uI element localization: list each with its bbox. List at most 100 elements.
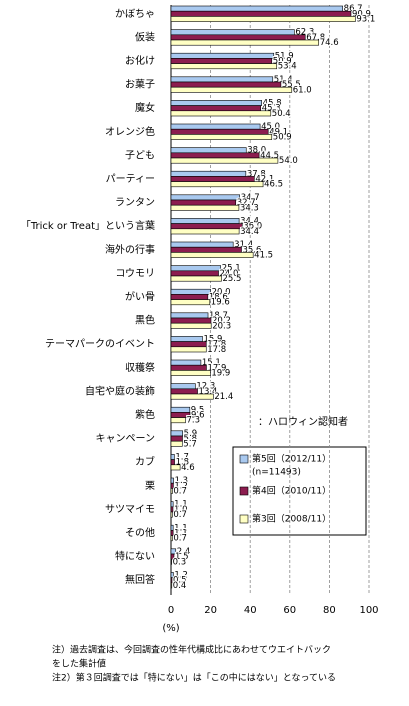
value-label: 45.8 [263, 99, 282, 109]
bar [170, 477, 174, 484]
x-tick-label: 80 [323, 605, 336, 616]
bar [170, 440, 183, 447]
bar [170, 270, 219, 277]
value-label: 50.4 [272, 109, 291, 119]
bar [170, 252, 254, 258]
y-tick-label: 黒色 [135, 314, 155, 327]
bar [170, 393, 214, 400]
y-tick-label: 「Trick or Treat」という言葉 [21, 219, 155, 232]
y-tick-label: 魔女 [135, 101, 155, 114]
bar [170, 299, 211, 306]
bar [170, 86, 293, 93]
bar [170, 81, 282, 88]
value-label: 1.0 [174, 505, 188, 515]
bar [170, 417, 186, 424]
bar [170, 553, 175, 560]
value-label: 49.1 [269, 127, 288, 137]
x-tick-label: 100 [359, 605, 378, 616]
value-label: 1.1 [174, 529, 188, 539]
value-label: 93.1 [356, 15, 375, 25]
value-label: 50.9 [273, 133, 292, 143]
y-tick-label: カブ [135, 455, 155, 468]
bar [170, 459, 175, 466]
value-label: 18.7 [209, 311, 228, 321]
bar [170, 341, 207, 348]
y-tick-label: 自宅や庭の装飾 [85, 384, 155, 397]
bar [170, 10, 352, 17]
bar [170, 128, 269, 135]
bar [170, 558, 172, 565]
value-label: 1.2 [174, 481, 188, 491]
bar [170, 454, 175, 460]
bar [170, 134, 273, 140]
bar [170, 388, 198, 395]
y-tick-label: がい骨 [125, 290, 155, 303]
bar [170, 16, 356, 22]
y-tick-label: 仮装 [135, 30, 155, 43]
value-label: 36.0 [243, 222, 262, 232]
value-label: 0.7 [173, 487, 187, 497]
bar [170, 241, 234, 248]
bar [170, 383, 196, 390]
value-label: 1.7 [175, 453, 189, 463]
x-tick-label: 40 [244, 605, 257, 616]
bar [170, 147, 247, 154]
bar [170, 370, 211, 376]
note: をした集計値 [52, 658, 106, 670]
bar [170, 199, 237, 206]
value-label: 51.9 [275, 51, 294, 61]
bar [170, 58, 273, 64]
value-label: 20.2 [212, 316, 231, 326]
value-label: 54.0 [279, 156, 298, 166]
bar [170, 294, 209, 300]
y-tick-label: 無回答 [125, 573, 155, 586]
y-tick-label: パーティー [106, 173, 155, 185]
value-label: 19.9 [211, 369, 230, 379]
value-label: 18.6 [209, 293, 228, 303]
bar [170, 288, 211, 295]
bar [170, 501, 174, 508]
bar [170, 464, 181, 471]
legend-label: 第5回（2012/11） [252, 453, 331, 465]
value-label: 0.4 [173, 581, 187, 591]
y-tick-label: オレンジ色 [105, 125, 155, 138]
value-label: 1.5 [175, 552, 189, 562]
value-label: 1.3 [175, 476, 189, 486]
y-tick-label: 子ども [125, 149, 155, 161]
y-tick-label: その他 [125, 526, 155, 539]
bar [170, 218, 240, 224]
value-label: 1.2 [174, 571, 188, 581]
note: 注）過去調査は、今回調査の性年代構成比にあわせてウエイトバック [52, 644, 331, 656]
y-tick-label: 海外の行事 [105, 243, 155, 256]
value-label: 1.1 [174, 500, 188, 510]
value-label: 34.4 [240, 227, 259, 237]
bar [170, 364, 207, 371]
value-label: 32.7 [237, 198, 256, 208]
value-label: 17.8 [207, 345, 226, 355]
bar [170, 406, 191, 413]
y-tick-label: かぼちゃ [115, 8, 155, 20]
bar [170, 63, 278, 70]
y-tick-label: 収穫祭 [125, 362, 155, 374]
value-label: 9.6 [191, 411, 205, 421]
bar [170, 223, 243, 230]
y-tick-label: お菓子 [125, 79, 155, 91]
bar [170, 430, 183, 437]
y-tick-label: お化け [125, 54, 155, 67]
value-label: 61.0 [293, 85, 312, 95]
legend-title: ：ハロウィン認知者 [258, 415, 348, 428]
value-label: 46.5 [264, 180, 283, 190]
y-tick-label: 特にない [115, 551, 155, 563]
value-label: 1.1 [174, 523, 188, 533]
value-label: 19.6 [211, 298, 230, 308]
x-tick-label: 0 [168, 605, 174, 616]
y-tick-label: サツマイモ [105, 503, 155, 515]
bar [170, 176, 255, 182]
bar [170, 346, 207, 353]
value-label: 4.6 [181, 463, 195, 473]
bar [170, 511, 173, 518]
value-label: 34.4 [240, 217, 259, 227]
bar [170, 76, 274, 83]
bar [170, 312, 209, 319]
bar [170, 152, 260, 159]
